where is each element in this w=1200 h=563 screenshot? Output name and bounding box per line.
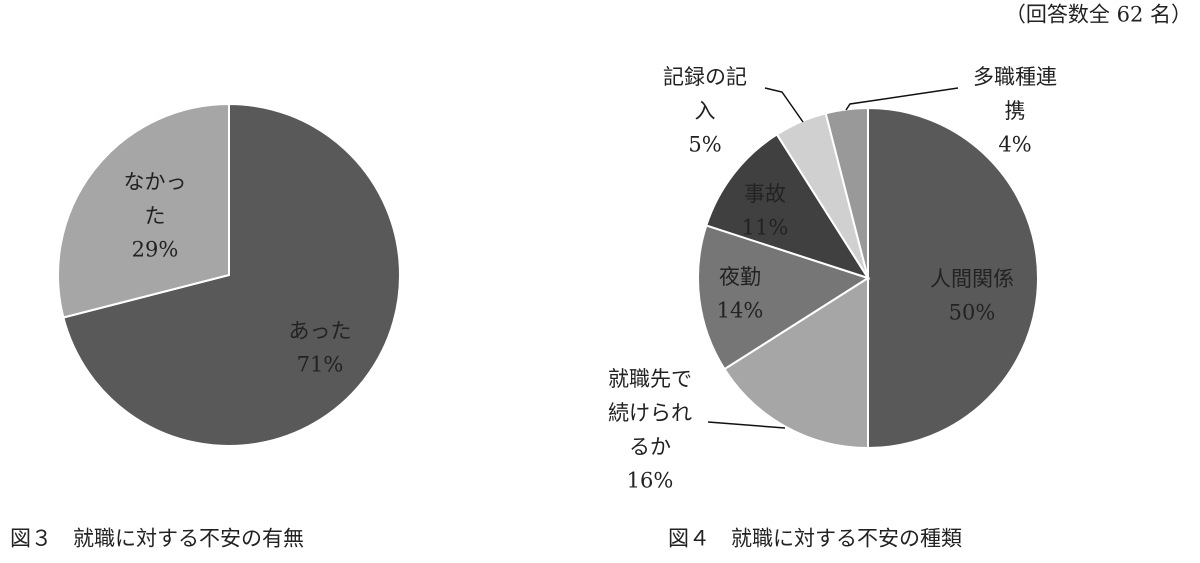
chart-title: 図３ 就職に対する不安の有無	[10, 527, 304, 551]
pie-slice	[705, 133, 871, 280]
value-label: 4%	[998, 133, 1031, 157]
slice-label: あった	[289, 319, 352, 343]
leader-line	[845, 87, 959, 111]
slice-label: なかった	[124, 170, 187, 228]
slice-label: 記録の記入	[663, 65, 747, 123]
note: （回答数全 62 名）	[1005, 3, 1192, 27]
value-label: 16%	[627, 469, 674, 493]
value-label: 14%	[717, 299, 764, 323]
value-label: 11%	[742, 216, 789, 240]
value-label: 5%	[688, 133, 721, 157]
leader-line	[707, 421, 786, 429]
slice-label: 就職先で続けられるか	[608, 367, 692, 459]
pie-slice	[57, 102, 230, 319]
value-label: 29%	[132, 238, 179, 262]
pie-slice	[867, 106, 1039, 450]
pie-slice	[62, 102, 401, 447]
pie-slice	[697, 224, 871, 371]
leader-line	[764, 87, 804, 123]
slice-label: 多職種連携	[973, 65, 1057, 123]
value-label: 71%	[297, 353, 344, 377]
value-label: 50%	[949, 301, 996, 325]
slice-label: 人間関係	[930, 267, 1014, 291]
chart-title: 図４ 就職に対する不安の種類	[668, 527, 962, 551]
slice-label: 事故	[744, 182, 786, 206]
pie-slice	[723, 276, 869, 450]
slice-label: 夜勤	[719, 265, 761, 289]
